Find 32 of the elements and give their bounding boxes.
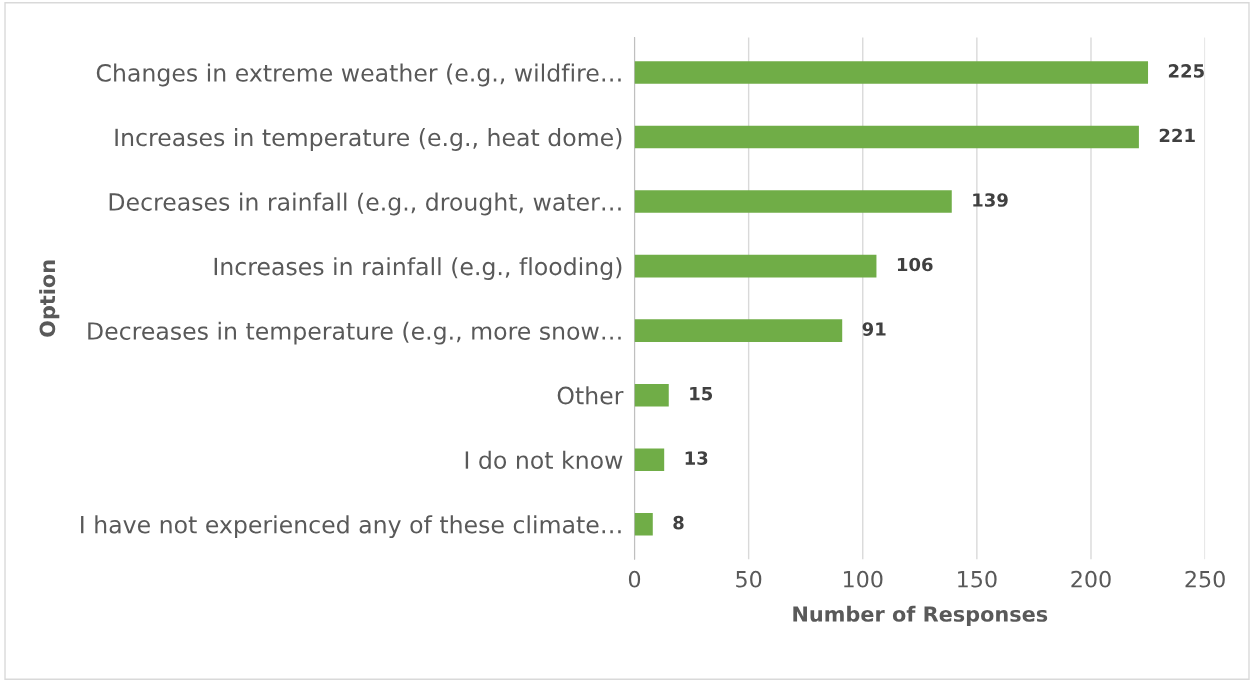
data-label: 221 — [1159, 128, 1195, 143]
bar — [634, 190, 952, 213]
y-axis-title: Option — [39, 260, 60, 337]
data-label: 225 — [1168, 64, 1204, 78]
data-label: 13 — [685, 451, 708, 465]
y-tick-label: Changes in extreme weather (e.g., wildfire… — [96, 63, 621, 87]
x-tick-label: 100 — [843, 570, 883, 588]
data-label: 15 — [690, 386, 713, 401]
y-tick-label: I do not know — [465, 450, 623, 470]
bar — [634, 61, 1149, 84]
y-tick-label: Decreases in temperature (e.g., more snow… — [88, 321, 621, 345]
x-tick-label: 50 — [736, 570, 762, 588]
x-axis-title: Number of Responses — [793, 605, 1048, 626]
bar — [634, 125, 1139, 149]
bar — [634, 254, 877, 278]
x-tick-label: 200 — [1071, 570, 1111, 588]
data-label: 139 — [973, 193, 1008, 207]
y-tick-label: Decreases in rainfall (e.g., drought, water… — [109, 192, 621, 216]
bar — [634, 448, 665, 471]
y-tick-label: Other — [557, 386, 624, 405]
bar — [634, 512, 653, 536]
data-label: 106 — [897, 257, 933, 272]
x-tick-label: 0 — [628, 570, 641, 588]
bar — [634, 383, 669, 407]
y-tick-label: Increases in temperature (e.g., heat dome) — [115, 128, 622, 151]
x-tick-label: 250 — [1185, 570, 1225, 588]
data-label: 91 — [862, 322, 886, 336]
bar — [634, 319, 843, 342]
x-tick-label: 150 — [958, 570, 997, 588]
data-label: 8 — [673, 515, 684, 530]
y-tick-label: I have not experienced any of these climate… — [81, 515, 621, 539]
y-tick-label: Increases in rainfall (e.g., flooding) — [214, 257, 622, 280]
